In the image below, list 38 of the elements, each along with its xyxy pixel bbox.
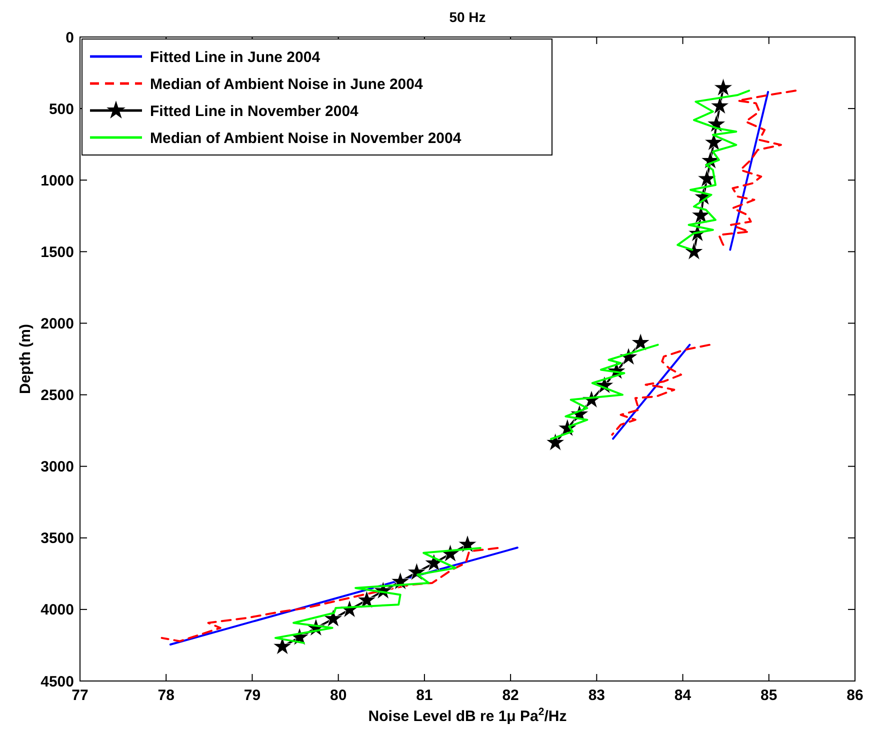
legend-label: Median of Ambient Noise in June 2004 [150, 76, 424, 93]
legend-label: Median of Ambient Noise in November 2004 [150, 130, 462, 147]
point [324, 608, 343, 628]
x-tick-label: 79 [244, 687, 261, 704]
x-tick-label: 80 [330, 687, 347, 704]
x-tick-label: 78 [158, 687, 174, 704]
point [684, 242, 704, 260]
chart-title: 50 Hz [449, 9, 486, 25]
point [546, 432, 565, 451]
x-tick-label: 81 [416, 687, 433, 704]
point [357, 590, 376, 609]
point [272, 636, 292, 655]
point [691, 205, 711, 224]
point [630, 332, 650, 352]
y-axis-title: Depth (m) [17, 324, 34, 394]
legend-label: Fitted Line in June 2004 [150, 48, 321, 66]
legend-label: Fitted Line in November 2004 [150, 102, 360, 120]
point [697, 168, 717, 188]
y-tick-label: 3500 [40, 530, 74, 548]
y-tick-label: 1500 [40, 244, 74, 261]
y-tick-label: 2500 [40, 387, 74, 404]
x-tick-label: 83 [588, 687, 606, 704]
y-tick-label: 3000 [40, 458, 74, 476]
x-tick-label: 86 [846, 687, 864, 704]
x-tick-label: 84 [674, 687, 692, 704]
y-tick-label: 500 [48, 100, 74, 118]
y-tick-label: 4000 [40, 602, 74, 619]
x-tick-label: 85 [760, 687, 778, 704]
point [704, 132, 724, 151]
y-tick-label: 0 [66, 29, 74, 46]
point [710, 96, 730, 114]
point [714, 78, 733, 96]
y-tick-label: 2000 [40, 315, 74, 332]
y-tick-label: 1000 [40, 172, 74, 190]
y-tick-label: 4500 [40, 673, 74, 690]
x-tick-label: 77 [72, 687, 88, 704]
x-axis-title: Noise Level dB re 1μ Pa$^{2}$/Hz [368, 706, 567, 725]
x-tick-label: 82 [502, 687, 519, 704]
